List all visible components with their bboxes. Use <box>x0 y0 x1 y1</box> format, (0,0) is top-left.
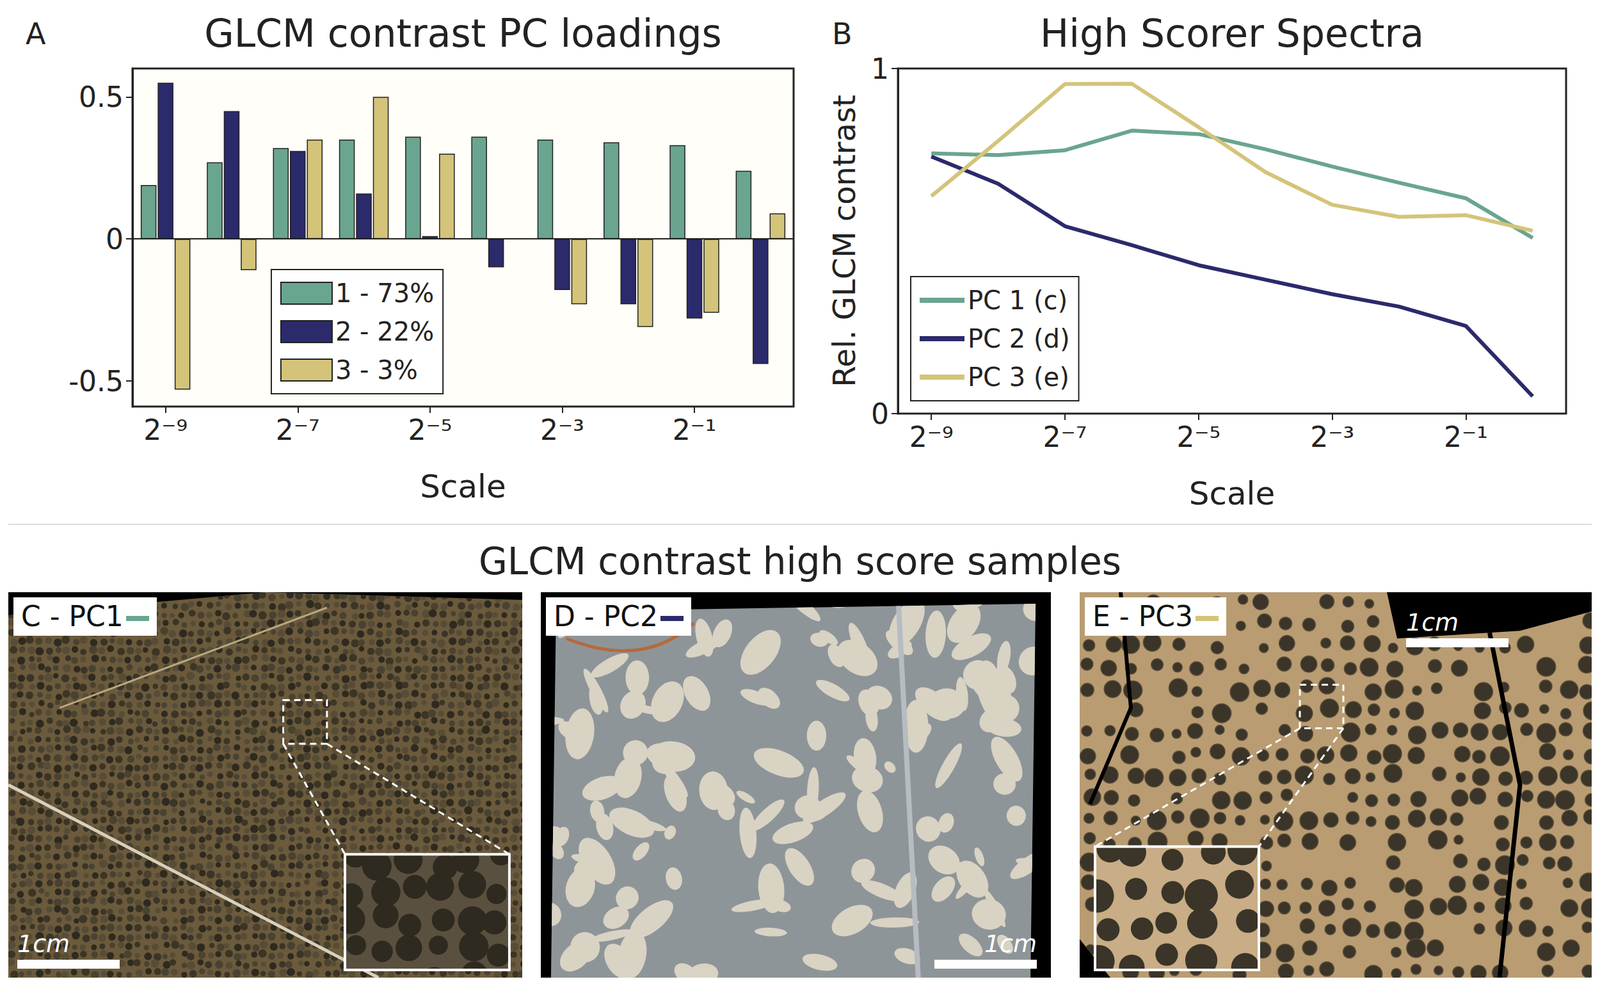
svg-text:2⁻⁷: 2⁻⁷ <box>1043 420 1088 454</box>
svg-text:High Scorer Spectra: High Scorer Spectra <box>1040 10 1424 56</box>
svg-text:2⁻⁹: 2⁻⁹ <box>143 413 188 447</box>
html-text:C - PC1: C - PC1 <box>21 599 124 633</box>
html-text:D - PC2: D - PC2 <box>553 599 658 633</box>
html-text:GLCM contrast high score sampl: GLCM contrast high score samples <box>478 539 1122 584</box>
html-text:1cm: 1cm <box>1406 608 1459 637</box>
svg-text:PC 2 (d): PC 2 (d) <box>967 323 1071 354</box>
svg-text:2⁻⁵: 2⁻⁵ <box>407 413 452 447</box>
svg-text:Scale: Scale <box>1189 474 1276 512</box>
svg-text:1 - 73%: 1 - 73% <box>335 278 434 308</box>
svg-text:-0.5: -0.5 <box>68 364 124 398</box>
svg-text:PC 3 (e): PC 3 (e) <box>967 362 1070 392</box>
svg-text:1: 1 <box>871 52 889 86</box>
svg-text:2⁻⁷: 2⁻⁷ <box>275 413 320 447</box>
svg-text:0.5: 0.5 <box>78 80 124 114</box>
svg-text:2⁻³: 2⁻³ <box>1310 420 1355 454</box>
svg-text:2⁻¹: 2⁻¹ <box>672 413 717 447</box>
svg-text:0: 0 <box>105 222 124 256</box>
svg-text:2⁻¹: 2⁻¹ <box>1443 420 1488 454</box>
svg-text:2⁻⁹: 2⁻⁹ <box>909 420 954 454</box>
svg-text:PC 1 (c): PC 1 (c) <box>967 285 1068 315</box>
html-text:E - PC3: E - PC3 <box>1092 599 1193 633</box>
svg-text:A: A <box>25 16 47 52</box>
html-text:1cm: 1cm <box>984 929 1037 958</box>
svg-text:0: 0 <box>871 397 889 431</box>
svg-text:2⁻⁵: 2⁻⁵ <box>1176 420 1221 454</box>
html-text:1cm: 1cm <box>17 929 70 958</box>
svg-text:2⁻³: 2⁻³ <box>540 413 585 447</box>
svg-text:Rel. GLCM contrast: Rel. GLCM contrast <box>826 94 863 388</box>
svg-text:Scale: Scale <box>419 467 507 505</box>
svg-text:GLCM contrast PC loadings: GLCM contrast PC loadings <box>204 10 722 56</box>
svg-text:3 - 3%: 3 - 3% <box>335 355 418 385</box>
svg-text:2 - 22%: 2 - 22% <box>335 316 434 347</box>
svg-text:B: B <box>832 16 853 52</box>
